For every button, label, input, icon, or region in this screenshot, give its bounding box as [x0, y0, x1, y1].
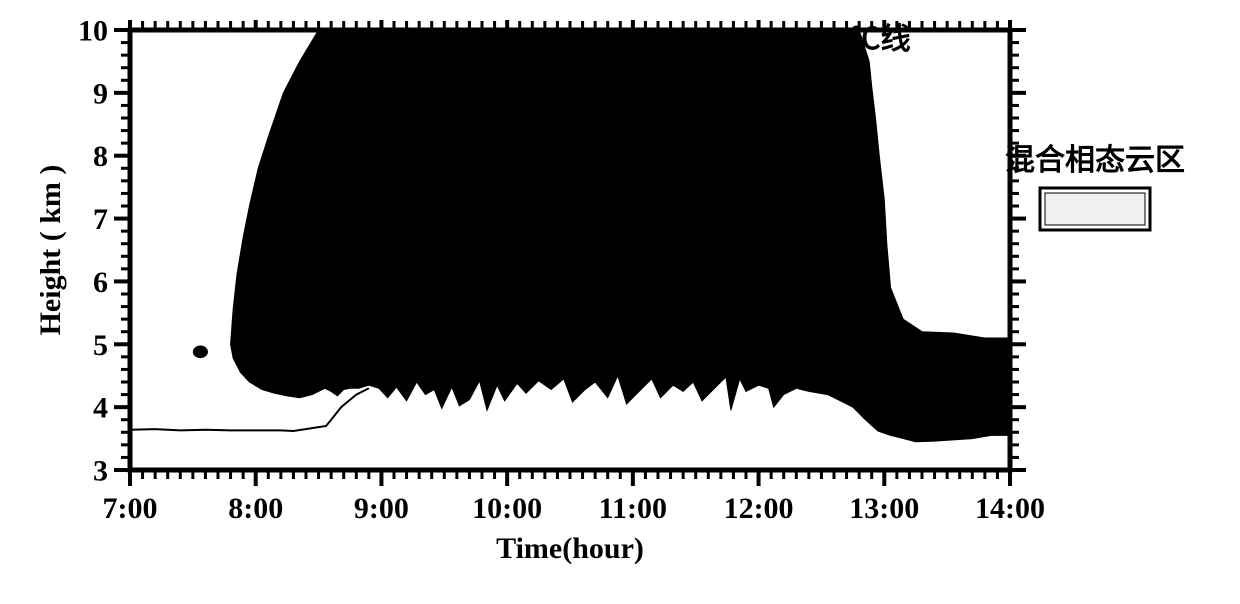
x-axis-label: Time(hour) — [496, 532, 644, 565]
x-tick-label: 9:00 — [354, 492, 409, 525]
x-tick-label: 13:00 — [849, 492, 919, 525]
y-tick-label: 8 — [93, 140, 108, 173]
x-tick-label: 10:00 — [472, 492, 542, 525]
y-tick-label: 7 — [93, 203, 108, 236]
x-tick-label: 12:00 — [724, 492, 794, 525]
y-tick-label: 10 — [78, 20, 108, 48]
y-axis-label: Height ( km ) — [40, 165, 67, 336]
x-tick-label: 8:00 — [228, 492, 283, 525]
y-tick-label: 5 — [93, 329, 108, 362]
y-tick-label: 3 — [93, 455, 108, 488]
legend-swatch-inner — [1045, 193, 1145, 225]
x-tick-label: 14:00 — [975, 492, 1045, 525]
y-tick-label: 4 — [93, 392, 108, 425]
chart-svg: 3 4 5 6 7 8 9 10 Height ( km ) 7:00 8:00 9:00 10:00 1… — [40, 20, 1200, 590]
isolated-cloud-blob — [193, 346, 208, 359]
chart-root: 3 4 5 6 7 8 9 10 Height ( km ) 7:00 8:00 9:00 10:00 1… — [40, 20, 1200, 590]
y-tick-label: 9 — [93, 77, 108, 110]
zero-isotherm-label: 0℃线 — [834, 23, 911, 56]
x-tick-label: 7:00 — [103, 492, 158, 525]
x-tick-label: 11:00 — [599, 492, 667, 525]
y-tick-label: 6 — [93, 266, 108, 299]
legend-title: 混合相态云区 — [1005, 143, 1185, 177]
